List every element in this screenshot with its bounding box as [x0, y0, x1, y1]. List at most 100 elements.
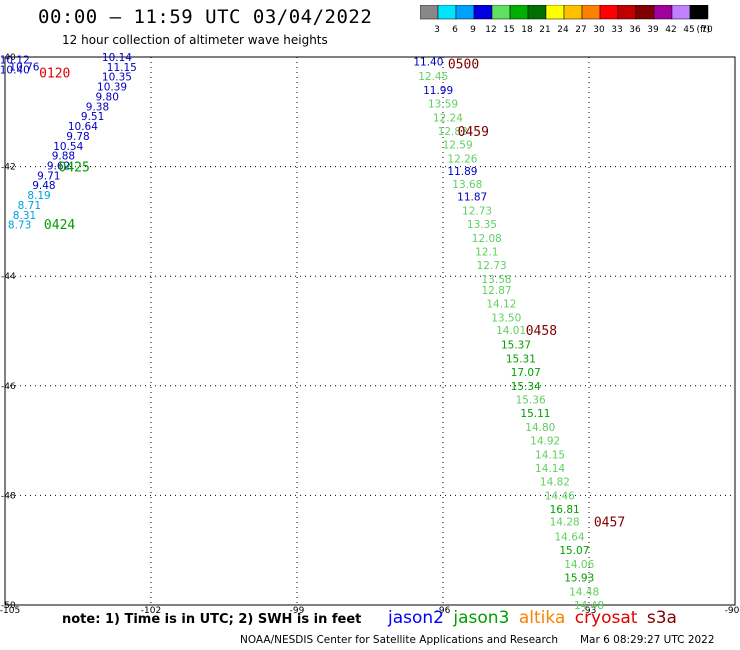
wave-height-point: 15.37	[501, 340, 531, 352]
scale-tick-label: 9	[470, 25, 476, 35]
legend-jason2: jason2	[388, 608, 444, 628]
wave-height-point: 9.48	[32, 180, 55, 192]
wave-height-point: 10.54	[53, 141, 83, 153]
y-tick-label: -48	[1, 491, 16, 501]
wave-height-point: 10.35	[102, 72, 132, 84]
wave-height-point: 10.64	[68, 121, 98, 133]
note-text: note: 1) Time is in UTC; 2) SWH is in fe…	[62, 612, 362, 627]
wave-height-point: 12.26	[447, 153, 477, 165]
wave-height-point: 8.19	[27, 190, 50, 202]
wave-height-point: 14.12	[486, 299, 516, 311]
scale-tick-label: 30	[593, 25, 605, 35]
wave-height-point: 13.58	[482, 274, 512, 286]
wave-height-point: 9.51	[81, 111, 104, 123]
scale-tick-label: 18	[521, 25, 533, 35]
pass-time-label: 0500	[448, 58, 479, 73]
wave-height-point: 9.71	[37, 170, 60, 182]
wave-height-color-scale: 3 6 9 12 15 18 21 24 27 30 33 36 39 42 45 70(ft)	[420, 5, 713, 35]
page-subtitle: 12 hour collection of altimeter wave hei…	[62, 33, 328, 47]
footer-timestamp: Mar 6 08:29:27 UTC 2022	[580, 634, 715, 646]
pass-time-label: 0424	[44, 218, 75, 233]
wave-height-point: 9.62	[47, 161, 70, 173]
wave-height-point: 15.11	[520, 408, 550, 420]
wave-height-point: 9.38	[86, 101, 109, 113]
wave-height-point: 13.50	[491, 312, 521, 324]
x-tick-label: -90	[725, 606, 740, 616]
wave-height-point: 14.14	[535, 463, 565, 475]
pass-time-label: 0120	[39, 66, 70, 81]
scale-tick-label: 33	[611, 25, 622, 35]
wave-height-point: 10.76	[9, 61, 39, 73]
wave-height-point: 12.08	[472, 233, 502, 245]
wave-height-point: 14.48	[569, 586, 599, 598]
y-tick-label: -42	[1, 163, 16, 173]
wave-height-point: 9.78	[66, 131, 89, 143]
wave-height-point: 11.87	[457, 192, 487, 204]
y-tick-label: -40	[1, 53, 16, 63]
scale-tick-label: 6	[452, 25, 458, 35]
wave-height-point: 8.31	[13, 210, 36, 222]
scale-tick-label: 45	[683, 25, 694, 35]
wave-height-point: 12.83	[438, 126, 468, 138]
wave-height-point: 17.07	[511, 367, 541, 379]
wave-height-point: 14.01	[496, 325, 526, 337]
wave-height-point: 12.59	[443, 140, 473, 152]
wave-height-point: 11.99	[423, 85, 453, 97]
legend-cryosat: cryosat	[574, 608, 638, 628]
wave-height-point: 11.89	[447, 166, 477, 178]
legend-altika: altika	[518, 608, 566, 628]
x-tick-label: -93	[582, 606, 597, 616]
legend-s3a: s3a	[646, 608, 677, 628]
wave-height-point: 9.80	[96, 91, 119, 103]
y-tick-label: -50	[1, 601, 16, 611]
y-tick-label: -46	[1, 382, 16, 392]
scale-tick-label: 36	[629, 25, 641, 35]
scale-swatch	[689, 5, 709, 20]
footer-credit: NOAA/NESDIS Center for Satellite Applica…	[240, 634, 558, 646]
x-tick-label: -99	[290, 606, 305, 616]
wave-height-point: 15.93	[564, 573, 594, 585]
scale-unit-label: (ft)	[696, 25, 710, 35]
x-tick-label: -96	[436, 606, 451, 616]
wave-height-point: 13.35	[467, 219, 497, 231]
wave-height-point: 12.1	[475, 247, 498, 259]
wave-height-point: 11.15	[107, 62, 137, 74]
page-title: 00:00 – 11:59 UTC 03/04/2022	[38, 6, 373, 28]
wave-height-point: 14.06	[564, 559, 594, 571]
wave-height-point: 14.82	[540, 477, 570, 489]
scale-tick-label: 12	[485, 25, 496, 35]
wave-height-point: 15.36	[516, 395, 546, 407]
wave-height-point: 16.81	[550, 504, 580, 516]
wave-height-point: 12.73	[462, 205, 492, 217]
wave-height-point: 8.71	[18, 200, 41, 212]
wave-height-point: 9.88	[52, 151, 75, 163]
wave-height-point: 10.12	[0, 55, 30, 67]
scale-tick-label: 70	[701, 25, 713, 35]
wave-height-point: 14.92	[530, 436, 560, 448]
scale-tick-label: 3	[434, 25, 440, 35]
wave-height-point: 14.80	[525, 422, 555, 434]
wave-height-point: 13.59	[428, 99, 458, 111]
legend-jason3: jason3	[453, 608, 510, 628]
scale-tick-label: 24	[557, 25, 569, 35]
satellite-legend: jason2 jason3 altika cryosat s3a	[388, 608, 681, 628]
scale-tick-label: 15	[503, 25, 514, 35]
wave-height-point: 12.73	[477, 260, 507, 272]
pass-time-label: 0458	[526, 324, 557, 339]
wave-height-point: 13.68	[452, 179, 482, 191]
scale-tick-label: 39	[647, 25, 659, 35]
wave-height-point: 11.40	[413, 56, 443, 68]
wave-height-point: 12.87	[482, 285, 512, 297]
wave-height-point: 14.15	[535, 449, 565, 461]
scale-tick-label: 21	[539, 25, 550, 35]
y-tick-label: -44	[1, 272, 16, 282]
x-tick-label: -102	[141, 606, 161, 616]
x-tick-label: -105	[0, 606, 20, 616]
scale-tick-label: 42	[665, 25, 676, 35]
wave-height-point: 15.07	[559, 545, 589, 557]
wave-height-point: 14.48	[574, 600, 604, 612]
wave-height-point: 10.40	[0, 65, 30, 77]
wave-height-point: 14.64	[555, 532, 585, 544]
wave-height-point: 10.14	[102, 52, 132, 64]
